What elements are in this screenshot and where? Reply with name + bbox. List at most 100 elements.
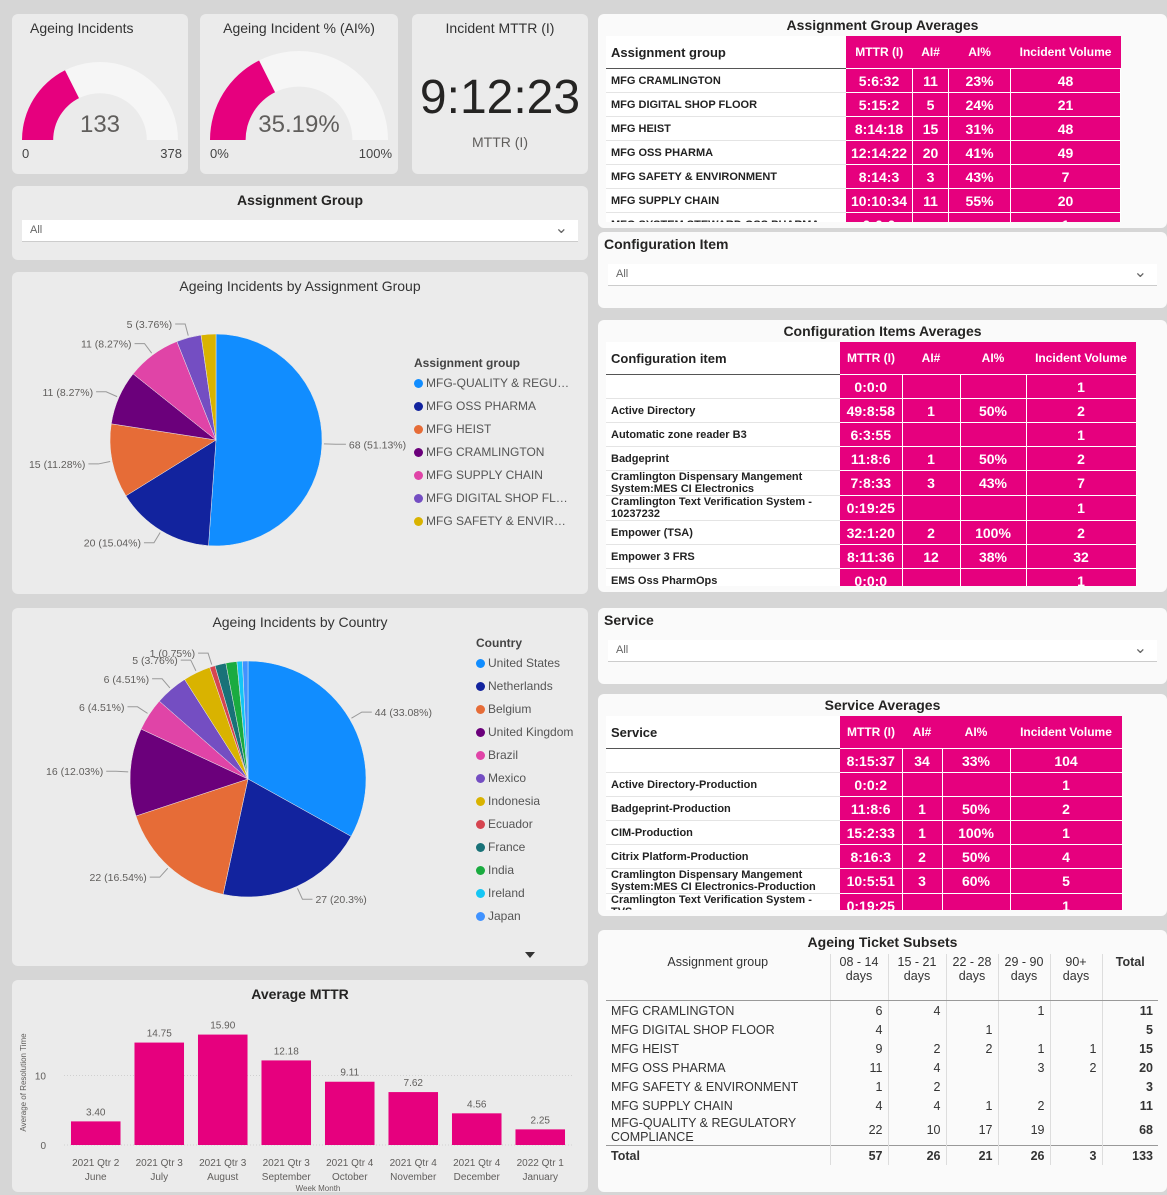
matrix-cell: 1 — [1049, 1039, 1102, 1058]
legend-label: India — [488, 863, 515, 877]
matrix-cell: 4 — [887, 1058, 946, 1077]
legend-label: MFG SUPPLY CHAIN — [426, 468, 543, 482]
table-cell: 48 — [1010, 116, 1122, 141]
column-header: Incident Volume — [1010, 716, 1122, 749]
matrix-cell: 4 — [829, 1096, 888, 1115]
legend-item: Japan — [476, 909, 521, 923]
legend-label: Ireland — [488, 886, 525, 900]
table-cell: MFG SUPPLY CHAIN — [606, 188, 846, 213]
matrix-cell: 11 — [829, 1058, 888, 1077]
table-cell: 8:15:37 — [840, 748, 903, 773]
matrix-cell: Total — [606, 1145, 830, 1165]
matrix-cell: MFG SAFETY & ENVIRONMENT — [611, 1079, 799, 1094]
table-cell: 0:0:0 — [840, 568, 903, 586]
table-cell: 104 — [1010, 748, 1123, 773]
column-header: MTTR (I) — [846, 36, 913, 69]
matrix-cell: 26 — [887, 1145, 946, 1165]
matrix-cell — [1049, 1000, 1102, 1020]
table-cell: 7:8:33 — [840, 470, 903, 496]
table-row: MFG SAFETY & ENVIRONMENT 8:14:3 3 43% 7 — [606, 164, 1122, 189]
matrix-cell: 68 — [1101, 1115, 1158, 1146]
legend-item: India — [476, 863, 514, 877]
slicer-dropdown[interactable]: All — [608, 262, 1157, 286]
matrix-cell: 15 — [1101, 1039, 1158, 1058]
table-cell: 32 — [1026, 544, 1137, 569]
matrix-cell: MFG-QUALITY & REGULATORY COMPLIANCE — [611, 1116, 796, 1144]
table-cell: MFG SYSTEM STEWARD OSS PHARMA — [606, 212, 846, 222]
table-cell: 50% — [942, 844, 1011, 869]
legend-swatch — [414, 402, 423, 411]
legend-item: MFG SUPPLY CHAIN — [414, 468, 543, 482]
legend-item: Brazil — [476, 748, 518, 762]
table-cell: 0:19:25 — [840, 495, 903, 521]
matrix-cell: 5 — [1101, 1020, 1158, 1039]
matrix-cell: 11 — [1101, 1000, 1158, 1020]
column-header: MTTR (I) — [840, 342, 902, 375]
table-cell: 33% — [942, 748, 1011, 773]
table: Configuration item MTTR (I) AI# AI% Incident… — [606, 342, 1137, 586]
table-cell: 32:1:20 — [840, 520, 903, 545]
table-cell: 20 — [912, 140, 950, 165]
matrix-cell: MFG HEIST — [611, 1041, 680, 1056]
table-cell: 50% — [960, 398, 1027, 423]
matrix-title: Ageing Ticket Subsets — [807, 934, 958, 950]
legend-label: MFG DIGITAL SHOP FLOOR — [426, 491, 574, 505]
matrix-table: Assignment group 08 - 14 days 15 - 21 days… — [606, 954, 1158, 1165]
table-row: Empower 3 FRS 8:11:36 12 38% 32 — [606, 544, 1137, 569]
card-tile: Incident MTTR (I) 9:12:23 MTTR (I) — [412, 14, 588, 174]
table-cell: 2 — [1026, 446, 1137, 471]
table-cell: 55% — [948, 188, 1012, 213]
legend-swatch — [414, 517, 423, 526]
matrix-cell — [945, 1077, 998, 1096]
table-cell: 1 — [1026, 568, 1137, 586]
header-row: Assignment group MTTR (I) AI# AI% Incident V… — [606, 36, 1121, 69]
table-cell: 5:6:32 — [846, 68, 914, 93]
table-cell: 3 — [902, 470, 961, 496]
legend-label: United Kingdom — [488, 725, 574, 739]
slicer-dropdown[interactable]: All — [22, 218, 578, 242]
slicer-tile: Configuration Item All — [598, 232, 1167, 308]
column-header: Service — [606, 716, 840, 749]
table-cell: 43% — [948, 164, 1012, 189]
legend-item: MFG OSS PHARMA — [414, 399, 536, 413]
table-cell — [902, 422, 961, 447]
table-cell — [960, 568, 1027, 586]
column-header: 15 - 21 days — [887, 954, 946, 1001]
matrix-cell: 11 — [1101, 1096, 1158, 1115]
matrix-cell: 4 — [829, 1020, 888, 1039]
matrix-cell: 2 — [887, 1039, 946, 1058]
column-header: AI# — [902, 716, 942, 749]
table-row: Badgeprint-Production 11:8:6 1 50% 2 — [606, 796, 1123, 821]
table-cell — [960, 374, 1027, 399]
table-cell: Badgeprint-Production — [606, 796, 840, 821]
matrix-cell: 10 — [887, 1115, 946, 1146]
table-cell: 7 — [1010, 164, 1122, 189]
slicer-dropdown[interactable]: All — [608, 638, 1157, 662]
table-cell: 7 — [1026, 470, 1137, 496]
table-row: CIM-Production 15:2:33 1 100% 1 — [606, 820, 1123, 845]
table-cell: Empower (TSA) — [606, 520, 840, 545]
table-cell — [902, 568, 961, 586]
table-row: Cramlington Dispensary Mangement System:… — [606, 470, 1137, 496]
matrix-cell — [997, 1020, 1050, 1039]
matrix-cell: MFG DIGITAL SHOP FLOOR — [611, 1022, 775, 1037]
table-title: Assignment Group Averages — [786, 17, 979, 33]
matrix-cell: 3 — [1049, 1145, 1102, 1165]
table-row: Automatic zone reader B3 6:3:55 1 — [606, 422, 1137, 447]
table-cell: 5 — [912, 92, 950, 117]
gauge-tile: Ageing Incident % (AI%) — [200, 14, 398, 174]
table-cell: 12 — [902, 544, 961, 569]
table-cell: CIM-Production — [606, 820, 840, 845]
table-cell: 38% — [960, 544, 1027, 569]
column-header: AI# — [902, 342, 960, 375]
table-row: EMS Oss PharmOps 0:0:0 1 — [606, 568, 1137, 586]
table-cell — [606, 374, 840, 399]
bar-title: Average MTTR — [251, 986, 349, 1002]
table-row: MFG HEIST 8:14:18 15 31% 48 — [606, 116, 1122, 141]
header-row: Assignment group 08 - 14 days 15 - 21 days… — [606, 954, 1158, 1001]
table-cell: 1 — [902, 796, 943, 821]
legend-swatch — [476, 751, 485, 760]
table-row: MFG OSS PHARMA 12:14:22 20 41% 49 — [606, 140, 1122, 165]
legend-swatch — [476, 797, 485, 806]
